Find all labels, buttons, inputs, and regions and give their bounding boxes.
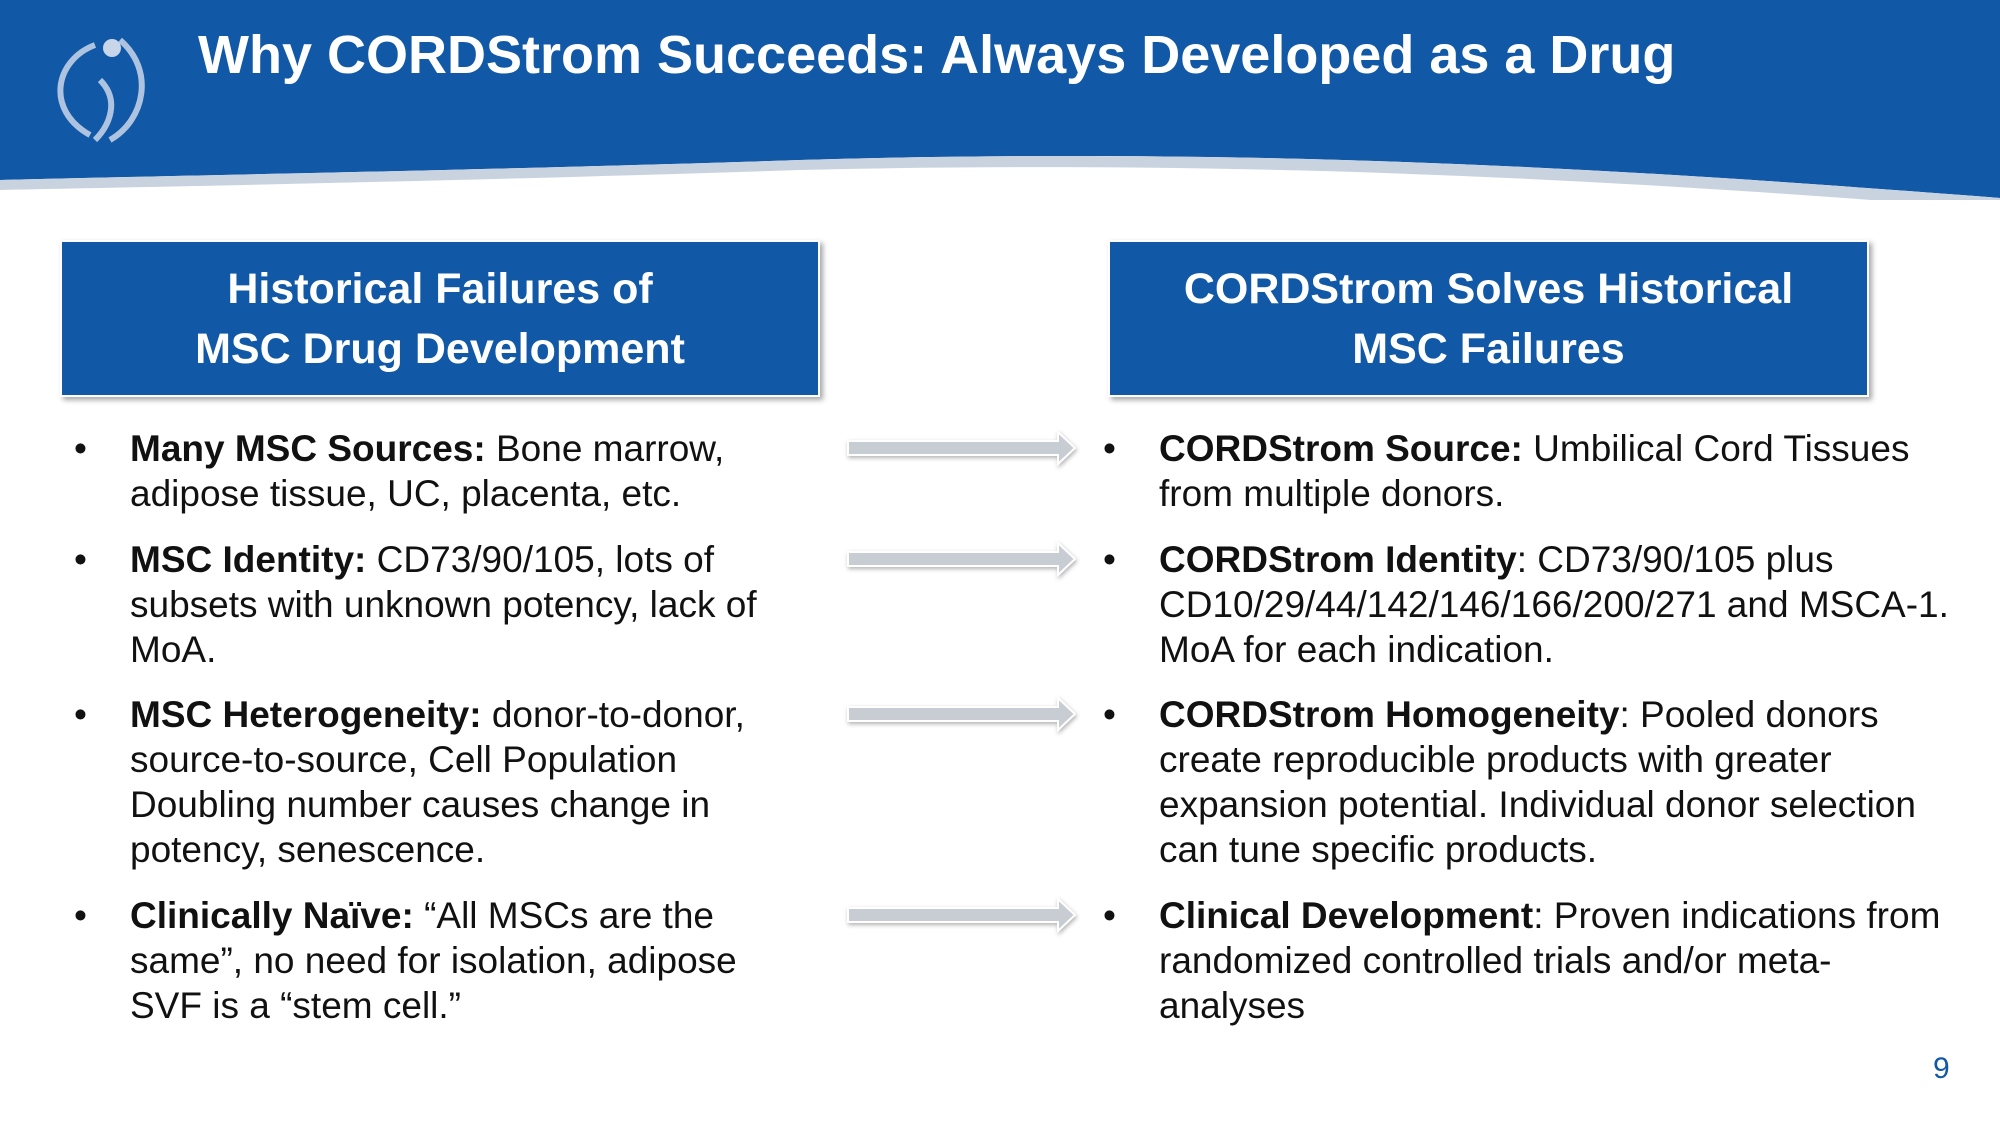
item-lead: Clinical Development xyxy=(1159,895,1534,936)
item-text: : Pooled donors create reproducible prod… xyxy=(1159,694,1916,870)
bullet-item: • MSC Heterogeneity: donor-to-donor, sour… xyxy=(74,692,795,872)
arrow xyxy=(847,896,1077,934)
bullet-item: • Many MSC Sources: Bone marrow, adipose … xyxy=(74,426,795,516)
heading-line: MSC Drug Development xyxy=(195,324,685,373)
bullet: • xyxy=(1103,539,1116,580)
item-lead: MSC Heterogeneity: xyxy=(130,694,482,735)
right-heading: CORDStrom Solves Historical MSC Failures xyxy=(1108,240,1869,397)
heading-line: MSC Failures xyxy=(1352,324,1625,373)
item-lead: Many MSC Sources: xyxy=(130,428,486,469)
arrow xyxy=(847,540,1077,578)
logo xyxy=(57,37,145,143)
arrow xyxy=(847,695,1077,733)
item-lead: MSC Identity: xyxy=(130,539,367,580)
item-text: : CD73/90/105 plus CD10/29/44/142/146/16… xyxy=(1159,539,1949,670)
item-text: “All MSCs are the same”, no need for iso… xyxy=(130,895,737,1026)
bullet: • xyxy=(1103,895,1116,936)
bullet: • xyxy=(1103,428,1116,469)
bullet-item: • Clinically Naïve: “All MSCs are the sam… xyxy=(74,893,795,1028)
item-lead: CORDStrom Homogeneity xyxy=(1159,694,1620,735)
item-text: : Proven indications from randomized con… xyxy=(1159,895,1941,1026)
page-number: 9 xyxy=(1933,1052,1950,1085)
bullet-item: • CORDStrom Source: Umbilical Cord Tissue… xyxy=(1103,426,1949,516)
heading-line: CORDStrom Solves Historical xyxy=(1183,264,1794,313)
left-heading: Historical Failures of MSC Drug Developm… xyxy=(60,240,820,397)
item-text: CD73/90/105, lots of subsets with unknow… xyxy=(130,539,757,670)
bullet-item: • CORDStrom Identity: CD73/90/105 plus CD… xyxy=(1103,537,1949,672)
bullet: • xyxy=(1103,694,1116,735)
bullet: • xyxy=(74,694,87,735)
item-lead: CORDStrom Source: xyxy=(1159,428,1523,469)
bullet-item: • MSC Identity: CD73/90/105, lots of subs… xyxy=(74,537,795,672)
item-text: donor-to-donor, source-to-source, Cell P… xyxy=(130,694,745,870)
bullet-item: • Clinical Development: Proven indication… xyxy=(1103,893,1949,1028)
item-text: Bone marrow, adipose tissue, UC, placent… xyxy=(130,428,725,514)
bullet: • xyxy=(74,428,87,469)
header-band xyxy=(0,0,2000,200)
slide-title: Why CORDStrom Succeeds: Always Developed… xyxy=(198,25,1676,85)
item-lead: Clinically Naïve: xyxy=(130,895,414,936)
arrow xyxy=(847,429,1077,467)
heading-line: Historical Failures of xyxy=(227,264,653,313)
item-text: Umbilical Cord Tissues from multiple don… xyxy=(1159,428,1910,514)
bullet: • xyxy=(74,539,87,580)
item-lead: CORDStrom Identity xyxy=(1159,539,1517,580)
bullet: • xyxy=(74,895,87,936)
bullet-item: • CORDStrom Homogeneity: Pooled donors cr… xyxy=(1103,692,1949,872)
